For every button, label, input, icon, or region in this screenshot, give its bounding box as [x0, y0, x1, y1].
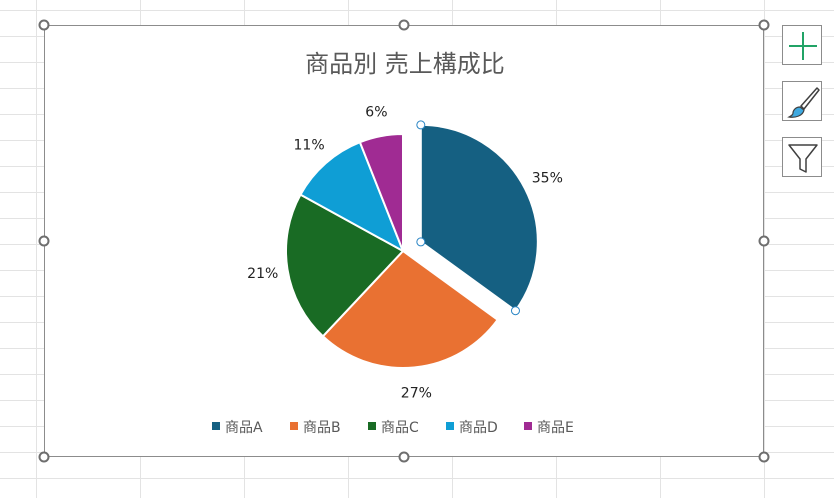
legend[interactable]: 商品A 商品B 商品C 商品D 商品E: [212, 420, 574, 436]
slice-selection-point-center[interactable]: [416, 237, 426, 247]
legend-item-a[interactable]: 商品A: [212, 420, 263, 436]
legend-item-b[interactable]: 商品B: [290, 420, 341, 436]
plus-icon: [789, 32, 817, 60]
resize-handle-top-right[interactable]: [758, 19, 770, 31]
pie-slices: [285, 123, 539, 369]
chart-filters-button[interactable]: [782, 137, 822, 177]
resize-handle-bottom-right[interactable]: [758, 451, 770, 463]
legend-swatch-e: [524, 422, 532, 430]
resize-handle-top[interactable]: [398, 19, 410, 31]
selected-point-handles: [416, 120, 520, 316]
data-label-e[interactable]: 6%: [365, 105, 387, 121]
resize-handle-bottom[interactable]: [398, 451, 410, 463]
chart-elements-button[interactable]: [782, 25, 822, 65]
legend-label-c: 商品C: [381, 420, 419, 436]
data-label-d[interactable]: 11%: [294, 137, 325, 153]
brush-icon: [787, 87, 820, 118]
resize-handle-top-left[interactable]: [38, 19, 50, 31]
pie-slice-e[interactable]: [358, 132, 404, 252]
data-label-b[interactable]: 27%: [401, 385, 432, 401]
slice-selection-point-start[interactable]: [416, 120, 426, 130]
pie-slice-c[interactable]: [285, 193, 405, 338]
legend-label-a: 商品A: [225, 420, 263, 436]
resize-handle-left[interactable]: [38, 235, 50, 247]
pie-slice-d[interactable]: [299, 140, 405, 254]
legend-label-d: 商品D: [459, 420, 498, 436]
chart-styles-button[interactable]: [782, 81, 822, 121]
legend-swatch-b: [290, 422, 298, 430]
chart-area[interactable]: 商品別 売上構成比 35% 27% 21% 11% 6% 商品A 商品B 商品C 商品D 商品E: [44, 25, 764, 457]
resize-handle-bottom-left[interactable]: [38, 451, 50, 463]
data-label-a[interactable]: 35%: [532, 170, 563, 186]
legend-item-e[interactable]: 商品E: [524, 420, 574, 436]
pie-slice-b[interactable]: [321, 249, 500, 369]
resize-handle-right[interactable]: [758, 235, 770, 247]
legend-item-c[interactable]: 商品C: [368, 420, 419, 436]
data-label-c[interactable]: 21%: [247, 266, 278, 282]
legend-item-d[interactable]: 商品D: [446, 420, 498, 436]
legend-label-b: 商品B: [303, 420, 341, 436]
legend-swatch-d: [446, 422, 454, 430]
pie-slice-a[interactable]: [419, 123, 539, 313]
funnel-icon: [788, 144, 818, 173]
pie-chart[interactable]: 商品別 売上構成比 35% 27% 21% 11% 6% 商品A 商品B 商品C 商品D 商品E: [45, 26, 765, 458]
legend-swatch-a: [212, 422, 220, 430]
legend-swatch-c: [368, 422, 376, 430]
slice-selection-point-end[interactable]: [510, 306, 520, 316]
legend-label-e: 商品E: [537, 420, 574, 436]
data-labels: 35% 27% 21% 11% 6%: [247, 105, 563, 402]
chart-title[interactable]: 商品別 売上構成比: [305, 50, 505, 78]
